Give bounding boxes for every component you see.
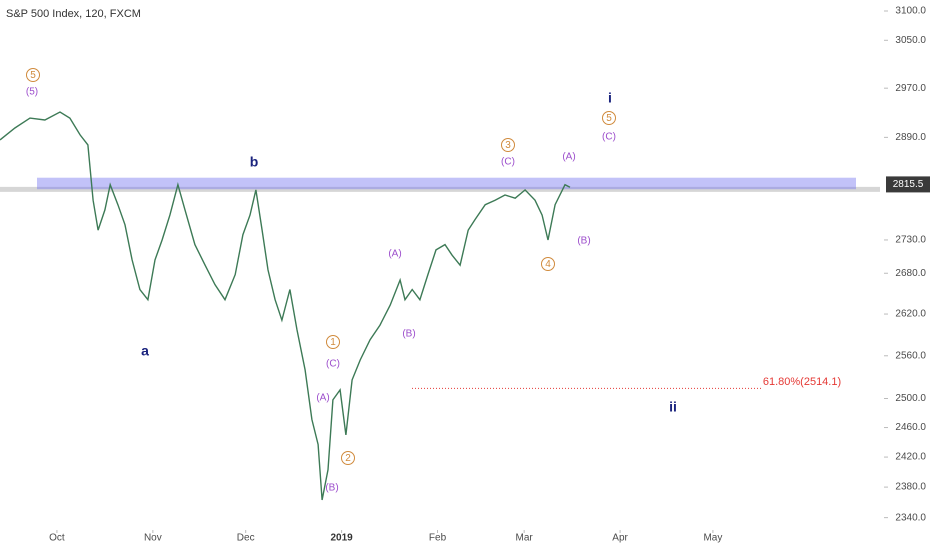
resistance-zone [37,177,856,190]
y-tick-label: 2890.0 [895,132,926,143]
fib-label: 61.80%(2514.1) [763,376,841,388]
wave-label: i [608,90,612,106]
wave-label: 4 [545,259,551,270]
wave-label: 5 [30,70,36,81]
wave-label: ii [669,399,677,415]
y-tick-label: 2380.0 [895,482,926,493]
wave-circle [326,335,340,349]
last-price-badge [886,176,930,193]
y-tick-label: 2560.0 [895,350,926,361]
wave-circle [602,111,616,125]
x-tick-label: Apr [612,533,628,544]
x-tick-label: Mar [516,533,534,544]
wave-label: 2 [345,453,351,464]
wave-label: (A) [316,393,329,404]
y-tick-label: 2620.0 [895,309,926,320]
price-series [0,111,571,501]
wave-label: 1 [330,337,336,348]
wave-label: (A) [562,152,575,163]
wave-label: (C) [326,359,340,370]
y-tick-label: 2340.0 [895,512,926,523]
x-tick-label: 2019 [330,533,353,544]
wave-label: (5) [26,87,38,98]
wave-label: 5 [606,113,612,124]
x-tick-label: Nov [144,533,162,544]
chart-title: S&P 500 Index, 120, FXCM [6,8,141,20]
x-tick-label: May [703,533,722,544]
wave-label: (C) [501,157,515,168]
wave-circle [541,257,555,271]
wave-label: a [141,343,149,359]
y-tick-label: 2970.0 [895,83,926,94]
wave-label: (C) [602,132,616,143]
y-tick-label: 2420.0 [895,452,926,463]
y-tick-label: 2460.0 [895,422,926,433]
wave-label: (B) [325,483,338,494]
y-tick-label: 3050.0 [895,35,926,46]
y-tick-label: 2680.0 [895,268,926,279]
last-price-label: 2815.5 [893,179,924,190]
wave-label: (A) [388,249,401,260]
x-tick-label: Dec [237,533,255,544]
x-tick-label: Oct [49,533,65,544]
y-tick-label: 2500.0 [895,393,926,404]
wave-label: 3 [505,140,511,151]
wave-label: (B) [577,236,590,247]
wave-circle [26,68,40,82]
wave-label: (B) [402,329,415,340]
y-tick-label: 3100.0 [895,6,926,17]
wave-circle [501,138,515,152]
x-tick-label: Feb [429,533,447,544]
y-tick-label: 2730.0 [895,235,926,246]
wave-label: b [250,154,259,170]
wave-circle [341,451,355,465]
